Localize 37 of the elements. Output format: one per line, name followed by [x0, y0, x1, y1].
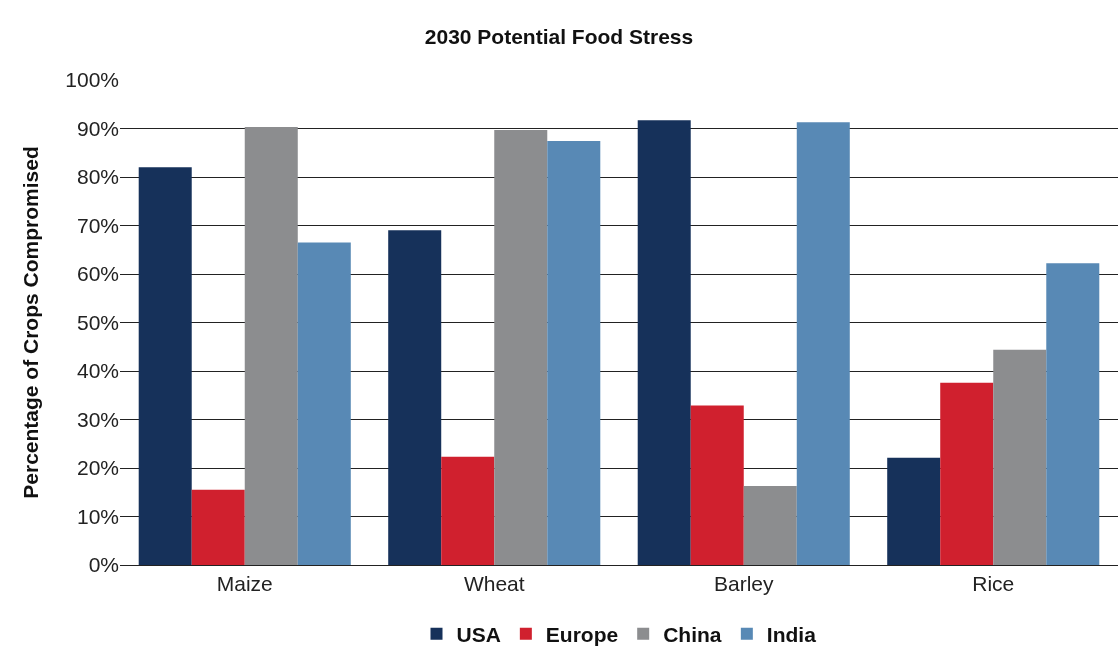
bar — [441, 456, 495, 565]
bar — [637, 120, 691, 565]
y-tick-label: 70% — [76, 213, 119, 237]
bar — [690, 405, 744, 565]
y-tick-label: 0% — [88, 553, 119, 577]
bar — [494, 129, 548, 565]
y-axis-title: Percentage of Crops Compromised — [19, 146, 43, 499]
x-tick-label: Wheat — [463, 572, 525, 596]
bar — [138, 167, 192, 565]
bar — [796, 122, 850, 565]
chart-title: 2030 Potential Food Stress — [424, 25, 694, 49]
y-tick-label: 10% — [76, 504, 119, 528]
bar — [388, 230, 442, 565]
legend-label: USA — [456, 622, 501, 646]
y-tick-label: 50% — [76, 310, 119, 334]
bar — [191, 489, 245, 565]
x-tick-label: Maize — [216, 572, 273, 596]
y-tick-label: 60% — [76, 262, 119, 286]
bar — [1046, 263, 1100, 565]
y-tick-label: 100% — [65, 68, 119, 92]
y-tick-label: 30% — [76, 407, 119, 431]
legend-label: India — [766, 622, 817, 646]
y-tick-label: 90% — [76, 116, 119, 140]
bar — [547, 141, 601, 565]
x-tick-label: Rice — [972, 572, 1015, 596]
bar — [297, 242, 351, 565]
y-tick-label: 80% — [76, 165, 119, 189]
bar — [993, 349, 1047, 565]
y-tick-label: 40% — [76, 359, 119, 383]
x-tick-label: Barley — [713, 572, 775, 596]
bar — [244, 127, 298, 565]
legend-label: Europe — [545, 622, 619, 646]
bar — [887, 457, 941, 565]
legend-label: China — [663, 622, 722, 646]
y-tick-label: 20% — [76, 456, 119, 480]
bar — [743, 485, 797, 565]
bar — [940, 382, 994, 565]
